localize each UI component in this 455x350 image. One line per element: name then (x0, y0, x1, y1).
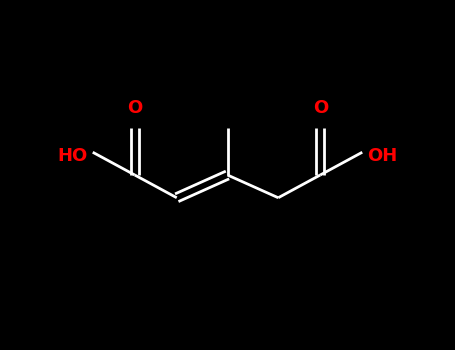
Text: O: O (313, 99, 328, 117)
Text: O: O (127, 99, 142, 117)
Text: OH: OH (368, 147, 398, 165)
Text: HO: HO (57, 147, 87, 165)
